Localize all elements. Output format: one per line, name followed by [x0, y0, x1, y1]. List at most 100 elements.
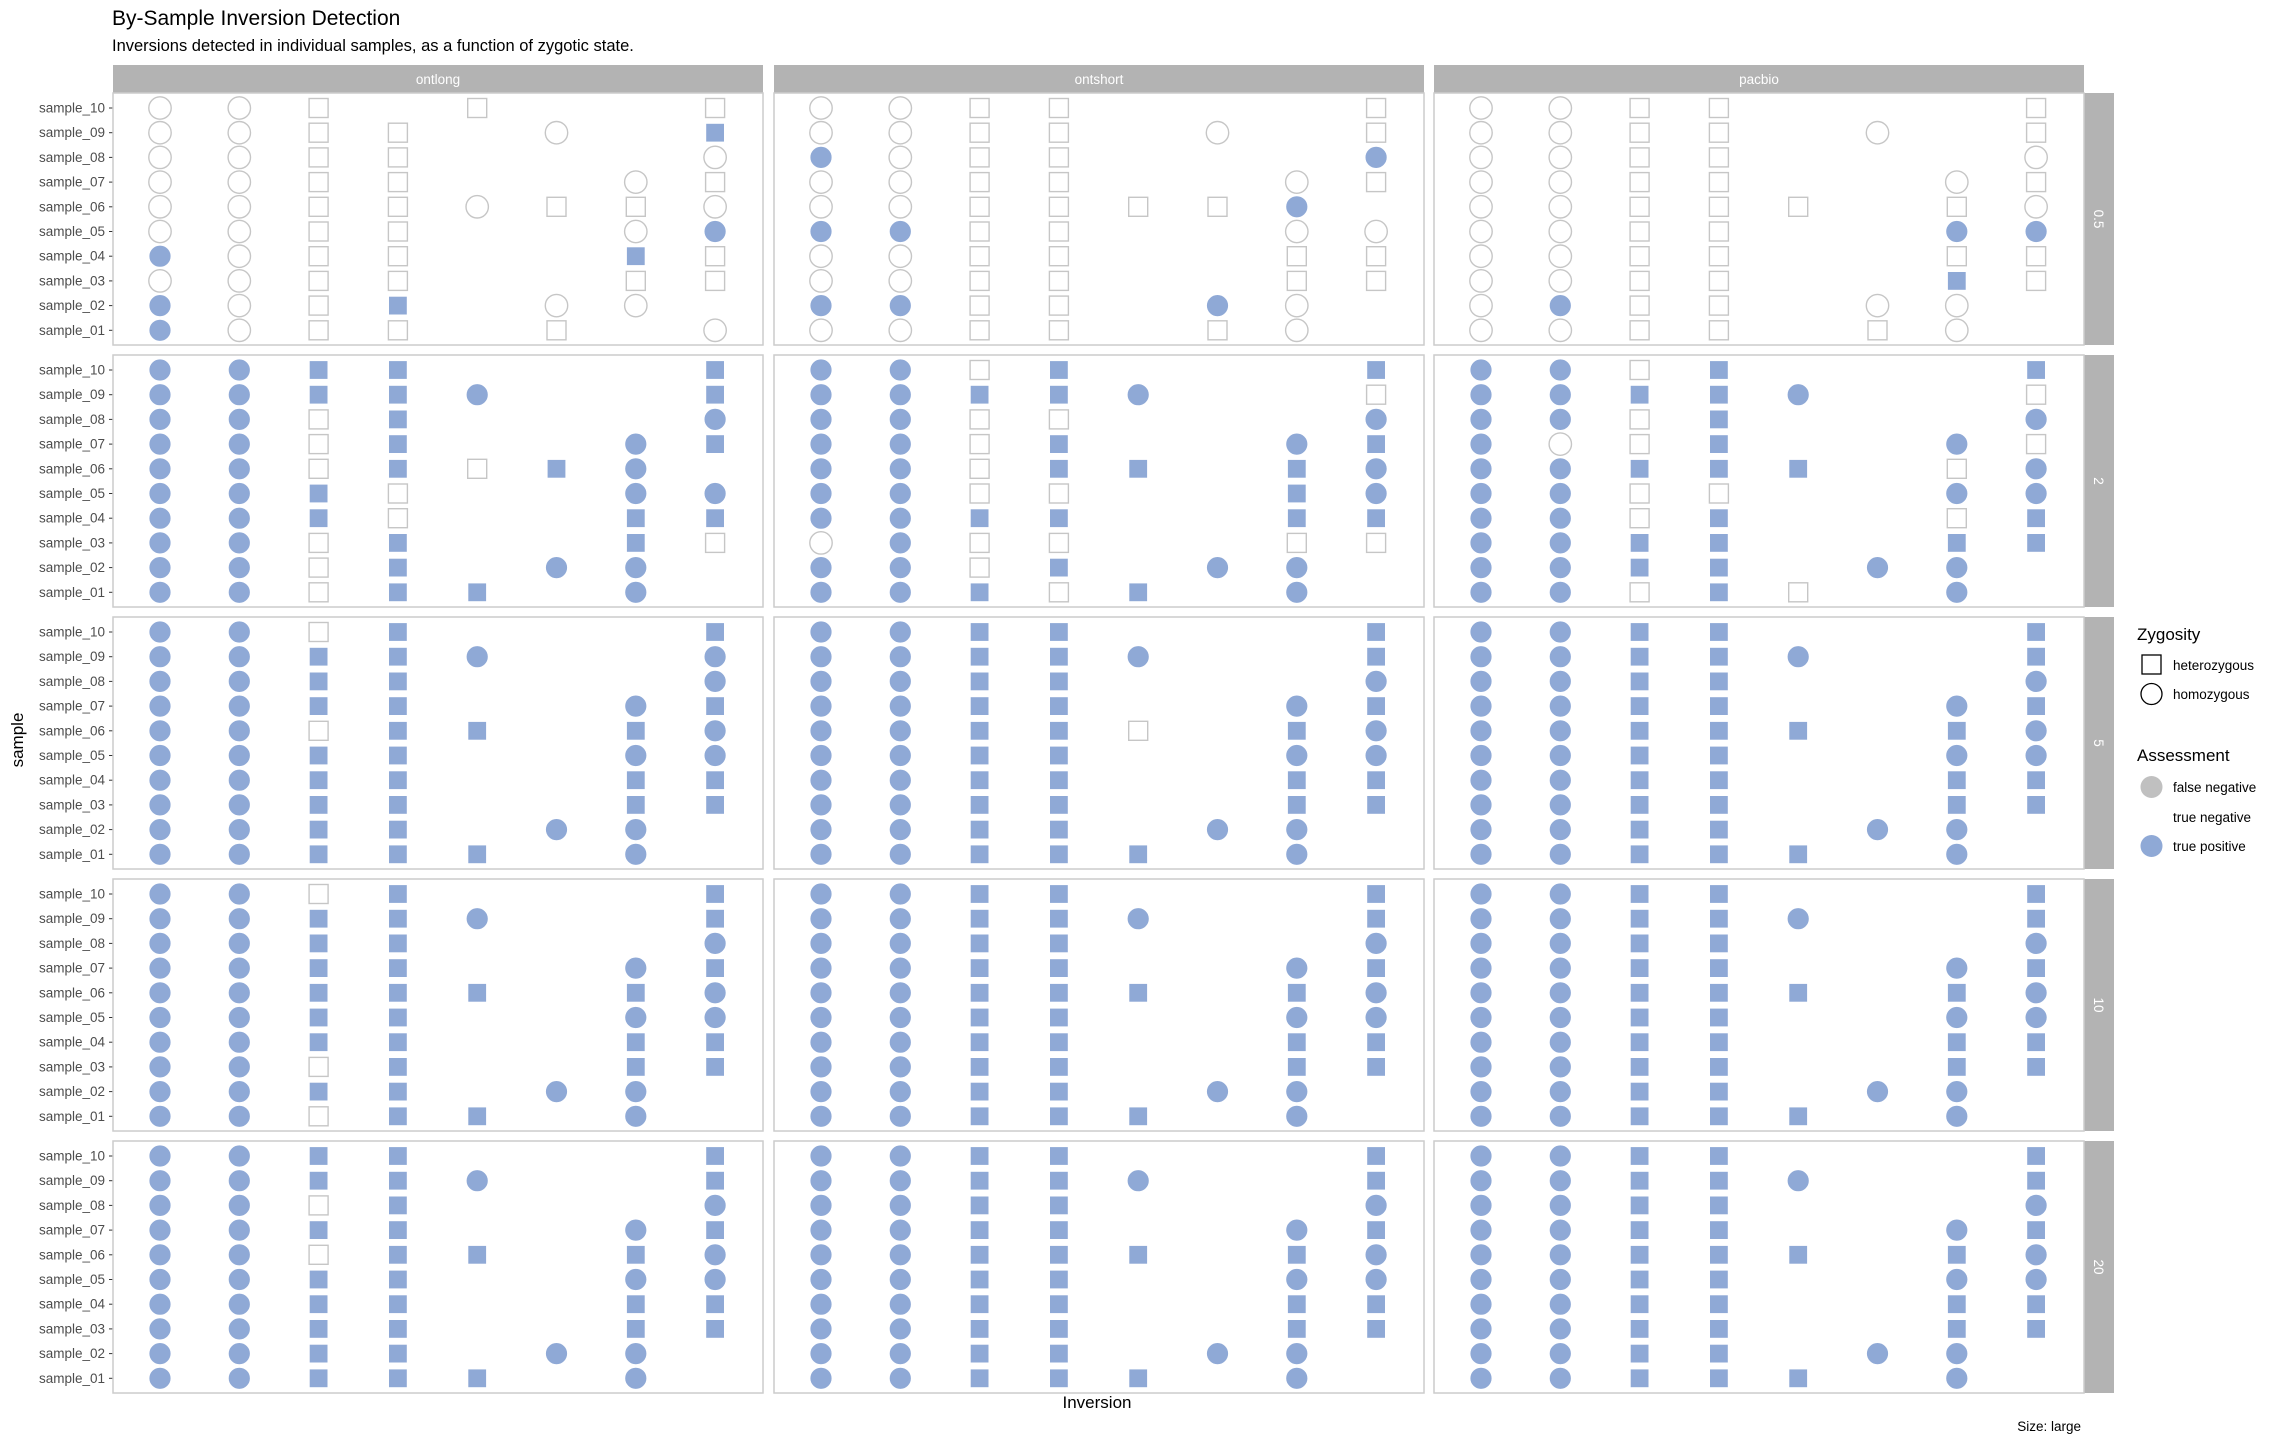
y-tick-label: sample_04: [39, 511, 106, 526]
point-sample_02-inv1-true-positive: [148, 1341, 172, 1366]
point-sample_10-inv4-true-positive: [1048, 621, 1070, 643]
point-sample_04-inv2-true-positive: [888, 1292, 913, 1316]
point-sample_02-inv6-true-positive: [1205, 1341, 1230, 1366]
point-sample_07-inv1-true-positive: [148, 694, 172, 718]
point-sample_05-inv8-true-positive: [703, 219, 727, 244]
point-sample_06-inv6-false-negative: [546, 196, 567, 218]
point-sample_10-inv3-true-positive: [969, 883, 990, 905]
point-sample_07-inv3-false-negative: [969, 171, 990, 193]
point-sample_03-inv3-true-positive: [308, 1318, 329, 1340]
y-tick-label: sample_07: [39, 1223, 105, 1238]
point-sample_10-inv8-true-positive: [1365, 1145, 1387, 1167]
point-sample_07-inv4-true-positive: [1048, 1219, 1070, 1241]
point-sample_05-inv8-true-positive: [703, 743, 727, 768]
point-sample_04-inv2-true-positive: [227, 768, 252, 792]
point-sample_02-inv6-true-positive: [544, 555, 569, 580]
point-sample_05-inv2-true-positive: [888, 219, 913, 244]
point-sample_01-inv4-false-negative: [387, 320, 409, 341]
point-sample_05-inv7-true-positive: [1945, 1005, 1969, 1030]
point-sample_07-inv3-true-positive: [1629, 1219, 1650, 1241]
point-sample_09-inv4-true-positive: [387, 384, 408, 405]
point-sample_09-inv8-true-positive: [1365, 646, 1387, 667]
point-sample_06-inv2-true-positive: [227, 1243, 252, 1267]
point-sample_03-inv8-true-positive: [704, 794, 726, 816]
point-sample_10-inv4-true-positive: [387, 359, 408, 381]
point-sample_10-inv3-true-positive: [1629, 883, 1650, 905]
point-sample_02-inv7-true-positive: [1285, 1341, 1309, 1366]
point-sample_01-inv1-true-positive: [1469, 1366, 1493, 1391]
point-sample_02-inv4-false-negative: [1048, 295, 1070, 316]
point-sample_01-inv3-true-positive: [1629, 844, 1650, 865]
point-sample_04-inv7-true-positive: [625, 770, 646, 791]
point-sample_03-inv3-true-positive: [969, 794, 990, 816]
point-sample_01-inv7-true-positive: [623, 580, 648, 605]
point-sample_09-inv8-true-positive: [703, 644, 727, 669]
point-sample_06-inv1-true-positive: [1469, 1243, 1493, 1267]
point-sample_06-inv2-true-positive: [1548, 718, 1573, 743]
point-sample_06-inv8-true-positive: [703, 1243, 727, 1267]
y-tick-label: sample_10: [39, 101, 105, 116]
point-sample_06-inv7-true-positive: [625, 720, 646, 741]
y-tick-label: sample_01: [39, 585, 105, 600]
point-sample_09-inv5-true-positive: [465, 906, 489, 931]
point-sample_05-inv1-true-positive: [809, 1005, 833, 1030]
point-sample_10-inv1-true-positive: [809, 882, 833, 906]
point-sample_05-inv4-true-positive: [1708, 1007, 1730, 1028]
point-sample_07-inv7-true-positive: [1945, 694, 1969, 718]
point-sample_07-inv3-true-positive: [969, 695, 990, 717]
facet-panels: ontlong ontshort pacbio0.5251020sample_10s…: [39, 65, 2114, 1394]
point-sample_02-inv7-true-positive: [1945, 817, 1969, 842]
point-sample_09-inv4-true-positive: [1048, 384, 1070, 405]
point-sample_06-inv3-false-negative: [1629, 196, 1650, 218]
point-sample_06-inv5-false-negative: [1787, 196, 1809, 218]
point-sample_06-inv8-true-positive: [1364, 980, 1388, 1005]
point-sample_07-inv4-true-positive: [387, 695, 408, 717]
point-sample_07-inv2-false-negative: [227, 170, 252, 195]
point-sample_07-inv3-false-negative: [969, 433, 990, 455]
point-sample_03-inv2-true-positive: [1548, 1317, 1573, 1341]
point-sample_06-inv1-true-positive: [809, 456, 833, 481]
point-sample_06-inv8-true-positive: [2024, 456, 2048, 481]
y-tick-label: sample_09: [39, 125, 105, 140]
point-sample_07-inv3-false-negative: [1629, 171, 1650, 193]
point-sample_04-inv8-false-negative: [2025, 245, 2047, 267]
point-sample_07-inv2-true-positive: [1548, 694, 1573, 718]
point-sample_09-inv1-true-positive: [1469, 382, 1493, 407]
point-sample_08-inv8-true-positive: [2024, 669, 2048, 694]
point-sample_01-inv3-false-negative: [308, 320, 329, 341]
point-sample_03-inv2-false-negative: [1548, 268, 1573, 293]
point-sample_01-inv5-true-positive: [1788, 1106, 1809, 1127]
y-tick-label: sample_01: [39, 1109, 105, 1124]
point-sample_03-inv8-true-positive: [1365, 1318, 1387, 1340]
legend-true-positive-label: true positive: [2173, 839, 2246, 854]
y-tick-label: sample_09: [39, 1173, 105, 1188]
point-sample_01-inv2-true-positive: [888, 1104, 913, 1129]
point-sample_02-inv1-false-negative: [1469, 293, 1493, 318]
point-sample_04-inv2-true-positive: [1548, 768, 1573, 792]
point-sample_07-inv8-false-negative: [2025, 433, 2047, 455]
point-sample_10-inv4-true-positive: [1048, 883, 1070, 905]
point-sample_09-inv2-true-positive: [888, 382, 913, 407]
point-sample_01-inv5-true-positive: [1128, 1106, 1149, 1127]
point-sample_04-inv8-true-positive: [2025, 1294, 2047, 1315]
y-tick-label: sample_02: [39, 822, 105, 837]
point-sample_08-inv3-false-negative: [308, 409, 329, 430]
point-sample_08-inv2-true-positive: [227, 1193, 252, 1218]
row-strip-2: [2084, 355, 2114, 607]
point-sample_09-inv4-false-negative: [387, 122, 409, 143]
point-sample_04-inv8-true-positive: [704, 1294, 726, 1315]
panel-pacbio-20: [1433, 1140, 2085, 1394]
point-sample_01-inv4-true-positive: [387, 582, 408, 603]
point-sample_07-inv2-false-negative: [1548, 170, 1573, 195]
point-sample_06-inv6-false-negative: [1207, 196, 1228, 218]
y-tick-label: sample_04: [39, 249, 106, 264]
point-sample_10-inv1-true-positive: [1469, 882, 1493, 906]
point-sample_04-inv7-true-positive: [625, 1294, 646, 1315]
point-sample_09-inv8-true-positive: [1365, 1170, 1387, 1191]
point-sample_04-inv1-true-positive: [1469, 1292, 1493, 1316]
point-sample_02-inv6-true-positive: [544, 817, 569, 842]
point-sample_07-inv4-true-positive: [1048, 434, 1070, 455]
point-sample_02-inv4-false-negative: [1708, 295, 1730, 316]
point-sample_01-inv2-true-positive: [888, 842, 913, 867]
point-sample_10-inv3-false-negative: [308, 621, 329, 643]
